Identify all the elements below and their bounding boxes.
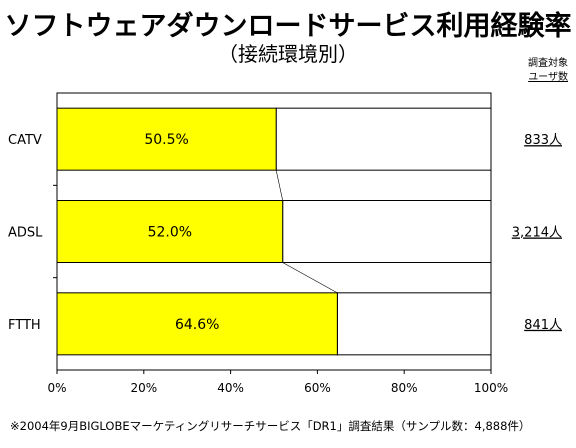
series-line-1 bbox=[275, 170, 283, 201]
series-line-2 bbox=[282, 262, 338, 294]
count-header-line2: ユーザ数 bbox=[528, 72, 568, 83]
bar-adsl bbox=[56, 200, 284, 263]
count-label-ftth: 841人 bbox=[524, 318, 562, 333]
footnote: ※2004年9月BIGLOBEマーケティングリサーチサービス「DR1」調査結果（… bbox=[10, 419, 531, 433]
data-label-ftth: 64.6% bbox=[175, 317, 219, 333]
category-label-adsl: ADSL bbox=[8, 226, 43, 241]
x-tick-label-3: 60% bbox=[304, 381, 331, 395]
bar-ftth bbox=[56, 292, 338, 356]
category-label-catv: CATV bbox=[8, 133, 42, 148]
bar-catv bbox=[56, 107, 277, 171]
bar-remainder-ftth bbox=[336, 292, 492, 356]
x-tick-label-1: 20% bbox=[130, 381, 157, 395]
chart-subtitle: （接続環境別） bbox=[218, 42, 358, 66]
bar-remainder-adsl bbox=[282, 200, 492, 263]
data-label-catv: 50.5% bbox=[144, 132, 188, 148]
x-tick-label-4: 80% bbox=[391, 381, 418, 395]
count-label-adsl: 3,214人 bbox=[512, 226, 562, 241]
x-tick-label-2: 40% bbox=[217, 381, 244, 395]
count-label-catv: 833人 bbox=[524, 133, 562, 148]
x-tick-label-5: 100% bbox=[474, 381, 508, 395]
data-label-adsl: 52.0% bbox=[148, 225, 192, 241]
chart-title: ソフトウェアダウンロードサービス利用経験率 bbox=[4, 11, 572, 42]
count-header-line1: 調査対象 bbox=[528, 58, 568, 69]
x-tick-label-0: 0% bbox=[47, 381, 66, 395]
category-label-ftth: FTTH bbox=[8, 318, 41, 333]
bar-remainder-catv bbox=[275, 107, 492, 171]
